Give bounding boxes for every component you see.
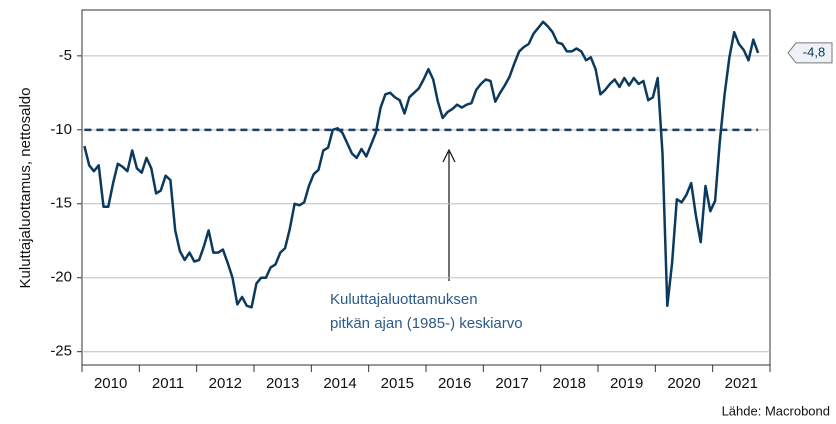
x-tick-label: 2015 [381,375,414,392]
y-axis-label: Kuluttajaluottamus, nettosaldo [17,88,34,289]
y-tick-label: -25 [50,343,72,360]
annotation: pitkän ajan (1985-) keskiarvo [330,315,523,332]
value-label: -4,8 [803,44,825,59]
arrow-head [442,148,456,163]
value-label-box [787,42,833,64]
x-tick-label: 2016 [438,375,471,392]
x-tick-label: 2021 [725,375,758,392]
x-tick-label: 2011 [152,375,184,392]
x-tick-label: 2019 [610,375,643,392]
source: Lähde: Macrobond [722,403,830,418]
y-tick-label: -10 [50,121,72,138]
x-tick-label: 2017 [495,375,528,392]
x-tick-label: 2012 [209,375,242,392]
y-tick-label: -5 [59,47,72,64]
plot-frame [81,9,771,366]
x-tick-label: 2020 [667,375,700,392]
y-tick-label: -15 [50,195,72,212]
x-tick-label: 2018 [553,375,586,392]
series-line [83,20,760,309]
x-tick-label: 2010 [94,375,127,392]
annotation: Kuluttajaluottamuksen [330,291,478,308]
y-tick-label: -20 [50,269,72,286]
x-tick-label: 2013 [266,375,299,392]
x-tick-label: 2014 [323,375,356,392]
